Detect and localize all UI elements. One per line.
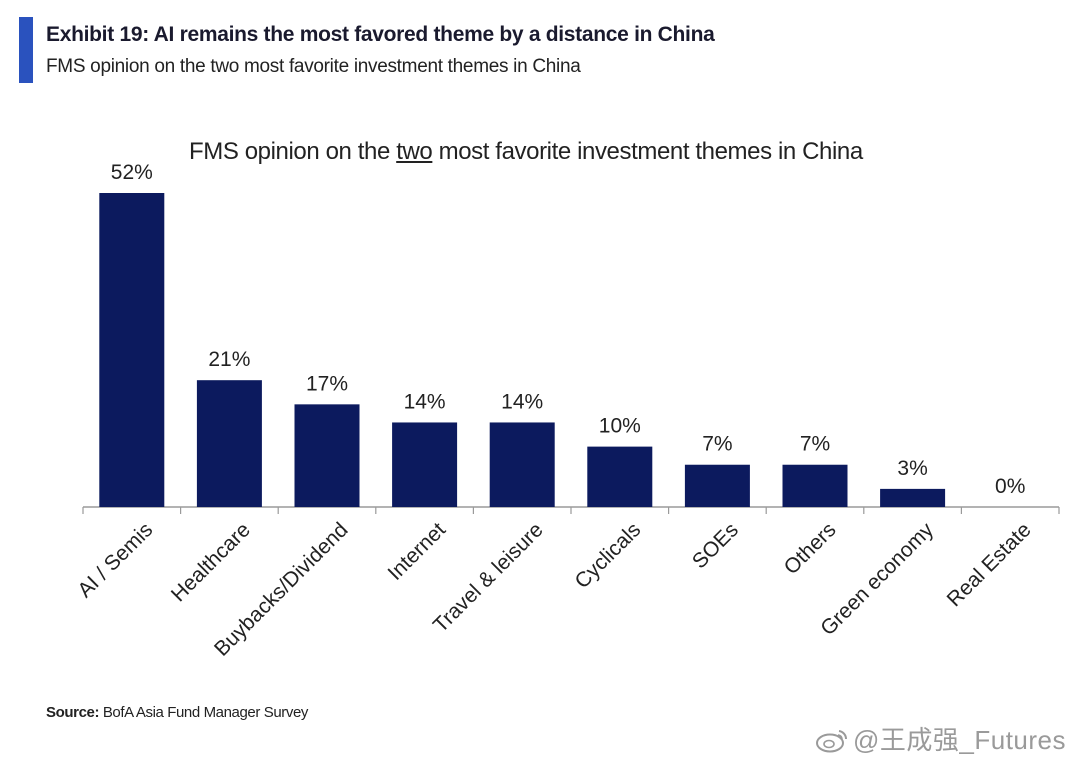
bar-5 — [587, 446, 653, 507]
bar-2 — [294, 404, 360, 507]
watermark: @王成强_Futures — [815, 720, 1066, 757]
value-label-2: 17% — [306, 372, 348, 395]
value-label-9: 0% — [995, 475, 1025, 498]
source-label: Source: — [46, 704, 100, 721]
value-label-4: 14% — [501, 390, 543, 413]
bar-6 — [684, 464, 750, 507]
category-label-3: Internet — [384, 518, 451, 585]
value-label-0: 52% — [111, 161, 153, 184]
value-label-1: 21% — [208, 348, 250, 371]
value-label-6: 7% — [702, 433, 732, 456]
bar-8 — [880, 488, 946, 507]
bar-0 — [99, 193, 165, 507]
chart-title-before: FMS opinion on the — [189, 138, 397, 165]
value-label-3: 14% — [404, 390, 446, 413]
accent-bar — [19, 17, 33, 83]
category-label-9: Real Estate — [943, 518, 1036, 611]
watermark-text: @王成强_Futures — [853, 725, 1066, 755]
category-label-5: Cyclicals — [570, 518, 645, 593]
source-note: Source: BofA Asia Fund Manager Survey — [46, 704, 308, 721]
source-text: BofA Asia Fund Manager Survey — [99, 704, 309, 721]
category-label-7: Others — [780, 518, 841, 579]
chart-title-underlined: two — [396, 138, 433, 165]
weibo-logo-icon — [816, 730, 848, 753]
value-label-5: 10% — [599, 415, 641, 438]
bar-3 — [392, 422, 458, 507]
bar-1 — [196, 380, 262, 507]
chart-title: FMS opinion on the two most favorite inv… — [0, 138, 1080, 166]
category-label-1: Healthcare — [167, 518, 255, 606]
value-label-8: 3% — [897, 457, 927, 480]
bar-4 — [489, 422, 555, 507]
exhibit-title: Exhibit 19: AI remains the most favored … — [46, 23, 715, 46]
category-label-6: SOEs — [688, 518, 743, 573]
bar-7 — [782, 464, 848, 507]
category-label-0: AI / Semis — [73, 518, 157, 602]
exhibit-subtitle: FMS opinion on the two most favorite inv… — [46, 56, 581, 77]
chart-title-after: most favorite investment themes in China — [432, 138, 864, 165]
value-label-7: 7% — [800, 433, 830, 456]
bar-chart: 52%AI / Semis21%Healthcare17%Buybacks/Di… — [73, 161, 1060, 661]
